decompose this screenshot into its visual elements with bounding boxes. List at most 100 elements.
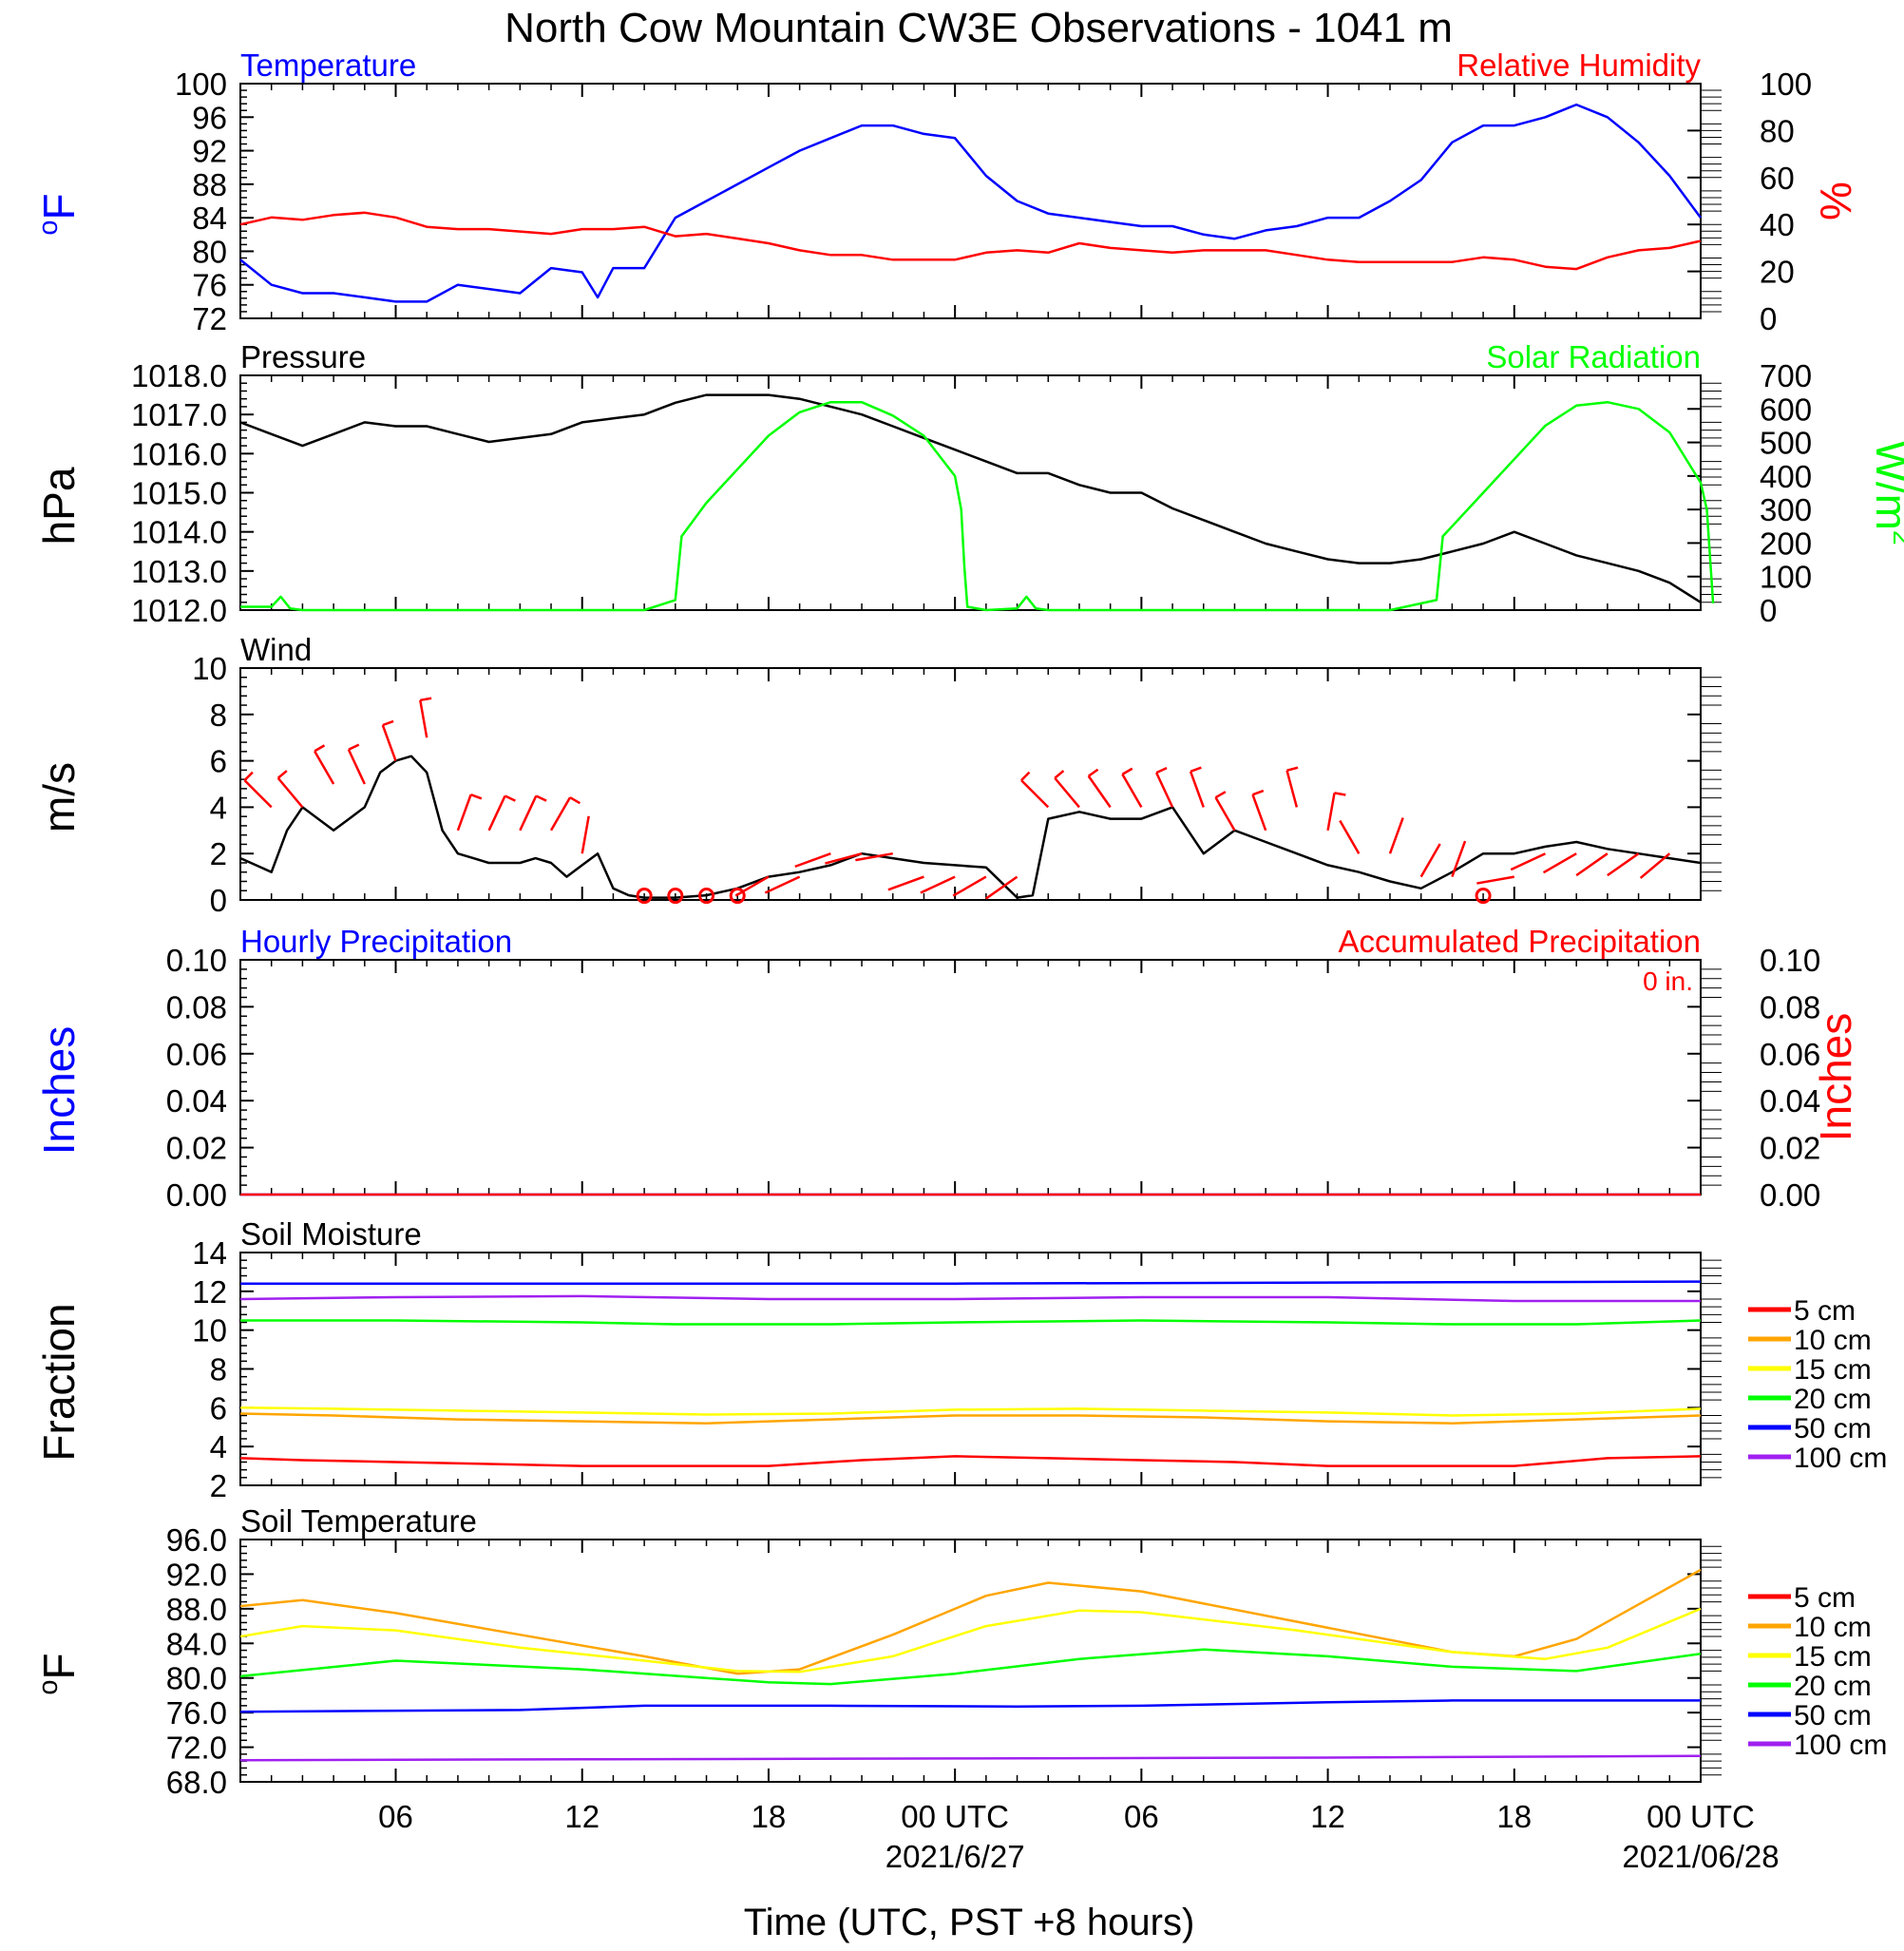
series-line bbox=[239, 393, 1702, 603]
right-axis-unit-text: % bbox=[1811, 182, 1860, 220]
wind-barb-calm bbox=[729, 888, 746, 905]
x-tick-label: 18 bbox=[1496, 1799, 1532, 1834]
wind-barb bbox=[1285, 770, 1299, 808]
y-tick-label-right: 100 bbox=[1760, 67, 1812, 102]
wind-barb bbox=[419, 699, 428, 738]
wind-barb bbox=[1476, 875, 1515, 885]
wind-barb bbox=[1388, 817, 1404, 854]
right-axis-unit: % bbox=[1811, 182, 1860, 220]
panel-title-right: Relative Humidity bbox=[1457, 48, 1701, 83]
y-tick-label: 80.0 bbox=[166, 1661, 227, 1696]
panel-title-left: Temperature bbox=[240, 48, 416, 83]
y-tick-label-right: 20 bbox=[1760, 255, 1795, 290]
legend-item: 50 cm bbox=[1748, 1413, 1872, 1444]
x-date-label: 2021/6/27 bbox=[885, 1839, 1025, 1874]
y-tick-label-right: 0.10 bbox=[1760, 943, 1820, 978]
wind-barb-flag bbox=[276, 770, 288, 779]
panel-frame bbox=[239, 1252, 1702, 1486]
wind-barb bbox=[1121, 774, 1143, 809]
y-tick-label: 96.0 bbox=[166, 1522, 227, 1558]
y-tick-label: 76.0 bbox=[166, 1695, 227, 1731]
left-axis-unit: Fraction bbox=[34, 1303, 84, 1461]
legend-label: 10 cm bbox=[1794, 1612, 1872, 1643]
wind-barb bbox=[1419, 843, 1441, 878]
legend-label: 5 cm bbox=[1794, 1295, 1856, 1327]
y-tick-label: 0.04 bbox=[166, 1083, 227, 1119]
y-tick-label: 92 bbox=[192, 134, 227, 169]
series-line-5cm bbox=[239, 1455, 1702, 1467]
x-axis-label: Time (UTC, PST +8 hours) bbox=[744, 1902, 1195, 1943]
y-tick-label: 72.0 bbox=[166, 1731, 227, 1766]
wind-barb bbox=[794, 852, 831, 869]
y-tick-label: 8 bbox=[210, 1352, 227, 1387]
accumulated-total: 0 in. bbox=[1643, 966, 1693, 996]
y-tick-label: 76 bbox=[192, 268, 227, 303]
y-tick-label-right: 100 bbox=[1760, 560, 1812, 595]
series-line-20cm bbox=[239, 1648, 1702, 1686]
panel-temp_rh: 10096928884807672100806040200Temperature… bbox=[33, 48, 1860, 336]
x-tick-label: 00 UTC bbox=[901, 1799, 1009, 1834]
legend-label: 100 cm bbox=[1794, 1443, 1887, 1474]
series-line-50cm bbox=[239, 1699, 1701, 1713]
right-axis-unit: W/m2 bbox=[1867, 440, 1904, 545]
y-tick-label-right: 60 bbox=[1760, 161, 1795, 196]
wind-barb bbox=[347, 749, 366, 785]
x-tick-label: 12 bbox=[564, 1799, 600, 1834]
y-tick-label-right: 0.06 bbox=[1760, 1037, 1820, 1072]
panel-pressure_solar: 1018.0 1017.0 1016.0 1015.0 1014.0 1013.0 1012… bbox=[34, 339, 1904, 628]
y-tick-label-right: 0.00 bbox=[1760, 1177, 1820, 1213]
legend-item: 100 cm bbox=[1748, 1443, 1887, 1474]
wind-barb bbox=[1326, 793, 1336, 832]
wind-barb bbox=[1607, 852, 1640, 877]
wind-barb-flag bbox=[1087, 768, 1099, 777]
wind-barb-flag bbox=[314, 744, 326, 753]
y-tick-label: 80 bbox=[192, 234, 227, 269]
wind-barb bbox=[243, 779, 273, 809]
wind-barb-flag bbox=[243, 771, 254, 781]
legend-label: 100 cm bbox=[1794, 1730, 1887, 1761]
y-tick-label: 88.0 bbox=[166, 1592, 227, 1627]
series-line-10cm bbox=[239, 1412, 1702, 1425]
panel-soil_temp: 96.092.088.084.080.076.072.068.0 Soil Tem… bbox=[33, 1503, 1887, 1800]
y-tick-label: 6 bbox=[210, 1390, 227, 1425]
series-line-100cm bbox=[239, 1754, 1702, 1762]
x-tick-label: 18 bbox=[752, 1799, 787, 1834]
y-tick-label-right: 0.08 bbox=[1760, 989, 1820, 1024]
wind-barb-calm bbox=[667, 888, 684, 905]
left-axis-unit-text: m/s bbox=[34, 762, 84, 832]
wind-barb bbox=[487, 795, 506, 832]
y-tick-label: 0.10 bbox=[166, 943, 227, 978]
y-tick-label-right: 0 bbox=[1760, 593, 1777, 628]
y-tick-label: 92.0 bbox=[166, 1557, 227, 1592]
y-tick-label: 0.00 bbox=[166, 1177, 227, 1213]
y-tick-label-right: 0.02 bbox=[1760, 1131, 1820, 1166]
wind-barb bbox=[314, 750, 335, 785]
wind-barb bbox=[985, 875, 1019, 900]
legend-item: 20 cm bbox=[1748, 1384, 1872, 1415]
wind-barb-flag bbox=[1020, 771, 1031, 781]
figure-title: North Cow Mountain CW3E Observations - 1… bbox=[505, 5, 1453, 51]
series-line-100cm bbox=[239, 1294, 1701, 1303]
y-tick-label: 84.0 bbox=[166, 1626, 227, 1661]
series-line bbox=[239, 103, 1703, 303]
wind-barb bbox=[1020, 779, 1050, 809]
wind-barb bbox=[1639, 852, 1671, 879]
legend-label: 15 cm bbox=[1794, 1641, 1872, 1673]
y-tick-label-right: 0 bbox=[1760, 301, 1777, 336]
legend-label: 10 cm bbox=[1794, 1325, 1872, 1356]
wind-barb-flag bbox=[535, 794, 547, 802]
left-axis-unit-text: Inches bbox=[34, 1026, 84, 1156]
wind-barb-flag bbox=[420, 697, 432, 702]
right-axis-unit-text: Inches bbox=[1811, 1013, 1860, 1142]
legend-item: 20 cm bbox=[1748, 1671, 1872, 1702]
y-tick-label: 1017.0 bbox=[131, 397, 227, 432]
right-axis-unit-text: W/m2 bbox=[1867, 440, 1904, 545]
left-axis-unit: oF bbox=[33, 1653, 84, 1694]
wind-barb-flag bbox=[1190, 766, 1202, 773]
y-tick-label: 1018.0 bbox=[131, 358, 227, 393]
y-tick-label-right: 400 bbox=[1760, 459, 1812, 494]
wind-barb bbox=[855, 851, 893, 862]
wind-barb-flag bbox=[348, 743, 360, 751]
left-axis-unit: oF bbox=[33, 193, 84, 235]
